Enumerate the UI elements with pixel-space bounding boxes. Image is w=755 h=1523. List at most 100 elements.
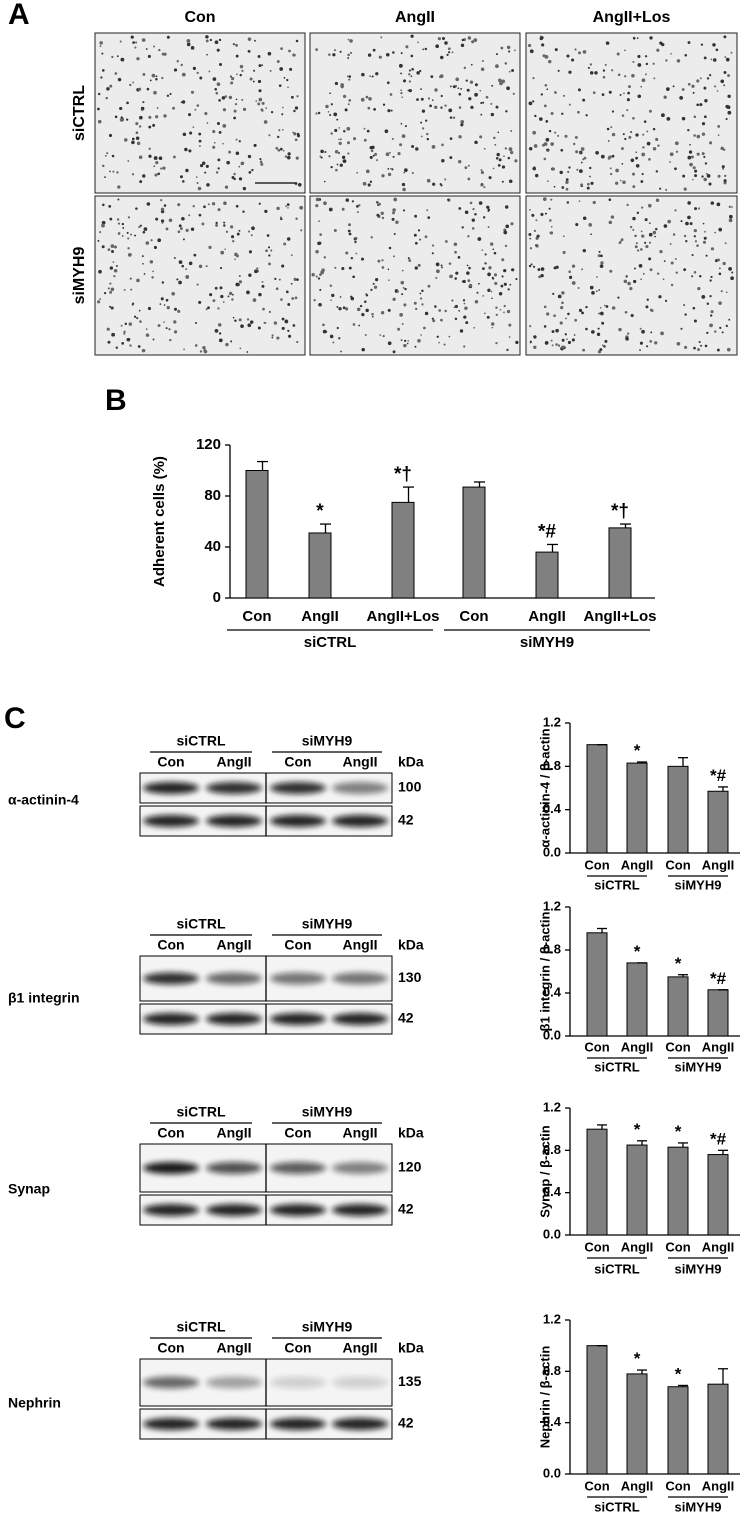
cell-dot bbox=[725, 117, 728, 121]
cell-dot bbox=[287, 303, 291, 306]
cell-dot bbox=[188, 113, 192, 117]
cell-dot bbox=[724, 56, 727, 58]
cell-dot bbox=[400, 91, 403, 95]
cell-dot bbox=[642, 133, 645, 136]
cell-dot bbox=[730, 51, 733, 54]
cell-dot bbox=[217, 323, 222, 327]
cell-dot bbox=[528, 101, 533, 106]
cell-dot bbox=[254, 269, 258, 274]
cell-dot bbox=[636, 249, 640, 252]
cell-dot bbox=[435, 276, 438, 280]
bar bbox=[586, 1345, 608, 1475]
cell-dot bbox=[361, 347, 365, 352]
cell-dot bbox=[216, 82, 221, 87]
cell-dot bbox=[266, 234, 270, 237]
cell-dot bbox=[380, 211, 384, 215]
cell-dot bbox=[460, 87, 463, 90]
cell-dot bbox=[288, 334, 292, 338]
cell-dot bbox=[238, 280, 243, 284]
cell-dot bbox=[540, 212, 544, 216]
cell-dot bbox=[685, 221, 689, 226]
cell-dot bbox=[589, 71, 594, 75]
cell-dot bbox=[204, 171, 207, 174]
cell-dot bbox=[176, 59, 179, 63]
cell-dot bbox=[533, 144, 538, 148]
bar bbox=[626, 762, 648, 854]
cell-dot bbox=[134, 234, 137, 237]
cell-dot bbox=[198, 213, 202, 217]
bar bbox=[626, 962, 648, 1037]
cell-dot bbox=[504, 62, 508, 65]
lane-label: AngII bbox=[217, 754, 252, 770]
cell-dot bbox=[139, 224, 142, 227]
cell-dot bbox=[438, 341, 440, 344]
cell-dot bbox=[186, 42, 191, 47]
cell-dot bbox=[468, 97, 472, 101]
cell-dot bbox=[261, 109, 264, 112]
cell-dot bbox=[679, 96, 684, 100]
cell-dot bbox=[410, 75, 413, 78]
cell-dot bbox=[204, 112, 208, 116]
y-tick-label: 0.8 bbox=[543, 1142, 561, 1157]
blot-band bbox=[270, 815, 326, 827]
blot-group-label: siCTRL bbox=[177, 733, 226, 749]
cell-dot bbox=[714, 330, 717, 333]
cell-dot bbox=[694, 207, 698, 211]
cell-dot bbox=[589, 166, 592, 170]
cell-dot bbox=[728, 205, 731, 208]
cell-dot bbox=[649, 36, 653, 40]
cell-dot bbox=[669, 242, 672, 245]
cell-dot bbox=[402, 79, 407, 83]
cell-dot bbox=[641, 172, 644, 176]
cell-dot bbox=[663, 260, 666, 263]
cell-dot bbox=[424, 47, 428, 51]
cell-dot bbox=[461, 226, 464, 229]
cell-dot bbox=[134, 46, 137, 49]
cell-dot bbox=[230, 340, 233, 343]
cell-dot bbox=[235, 138, 238, 141]
cell-dot bbox=[641, 78, 646, 83]
cell-dot bbox=[109, 266, 114, 270]
cell-dot bbox=[435, 44, 439, 49]
cell-dot bbox=[683, 187, 687, 191]
cell-dot bbox=[146, 87, 150, 91]
cell-dot bbox=[582, 348, 586, 352]
cell-dot bbox=[155, 115, 159, 119]
cell-dot bbox=[121, 235, 124, 237]
cell-dot bbox=[209, 38, 213, 42]
cell-dot bbox=[392, 208, 396, 212]
cell-dot bbox=[232, 239, 235, 243]
cell-dot bbox=[371, 75, 374, 78]
cell-dot bbox=[196, 71, 199, 75]
cell-dot bbox=[332, 341, 335, 344]
cell-dot bbox=[652, 230, 657, 235]
cell-dot bbox=[528, 233, 532, 236]
cell-dot bbox=[172, 106, 176, 110]
cell-dot bbox=[205, 308, 208, 311]
cell-dot bbox=[128, 322, 133, 326]
cell-dot bbox=[439, 183, 442, 186]
cell-dot bbox=[228, 150, 232, 154]
cell-dot bbox=[293, 277, 297, 281]
cell-dot bbox=[453, 242, 458, 247]
cell-dot bbox=[568, 70, 572, 74]
cell-dot bbox=[294, 106, 299, 110]
cell-dot bbox=[710, 310, 714, 314]
y-tick-label: 1.2 bbox=[543, 714, 561, 729]
cell-dot bbox=[284, 155, 288, 158]
cell-dot bbox=[661, 113, 665, 118]
significance: * bbox=[675, 954, 682, 973]
cell-dot bbox=[380, 36, 383, 39]
cell-dot bbox=[603, 304, 606, 307]
cell-dot bbox=[276, 60, 280, 63]
cell-dot bbox=[283, 242, 287, 246]
cell-dot bbox=[609, 269, 613, 273]
cell-dot bbox=[381, 259, 384, 262]
cell-dot bbox=[279, 67, 284, 71]
cell-dot bbox=[480, 67, 485, 72]
blot-group-label: siMYH9 bbox=[302, 916, 353, 932]
blot-band bbox=[332, 1376, 388, 1389]
cell-dot bbox=[501, 165, 506, 169]
cell-dot bbox=[205, 164, 209, 168]
cell-dot bbox=[132, 81, 135, 84]
